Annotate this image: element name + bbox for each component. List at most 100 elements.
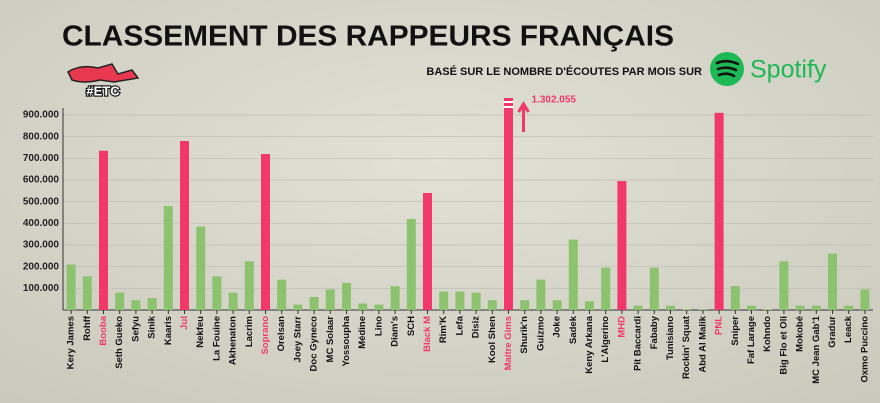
bar bbox=[423, 193, 432, 310]
bar bbox=[277, 279, 287, 310]
bar bbox=[163, 206, 173, 310]
x-tick-label: Kool Shen bbox=[487, 316, 498, 363]
x-tick-label: MC Jean Gab'1 bbox=[811, 315, 822, 383]
y-tick-label: 800.000 bbox=[23, 131, 60, 142]
bar bbox=[617, 181, 627, 310]
y-tick-label: 100.000 bbox=[23, 283, 60, 294]
x-tick-label: Médine bbox=[357, 316, 368, 349]
x-tick-label: Sadek bbox=[568, 315, 579, 344]
bar bbox=[666, 305, 675, 310]
bar bbox=[115, 292, 125, 310]
bar bbox=[66, 264, 76, 310]
platform-name: Spotify bbox=[750, 56, 827, 84]
bar bbox=[471, 292, 481, 310]
bar bbox=[828, 253, 837, 310]
bar bbox=[131, 300, 141, 310]
bar bbox=[99, 150, 108, 310]
bar bbox=[358, 303, 368, 310]
x-tick-label: Soprano bbox=[260, 316, 271, 355]
x-tick-label: Black M bbox=[422, 316, 433, 352]
x-tick-label: Sefyu bbox=[130, 316, 141, 342]
x-tick-label: Big Flo et Oli bbox=[778, 316, 789, 375]
x-tick-label: Mokobé bbox=[795, 316, 806, 352]
bar bbox=[844, 305, 854, 310]
x-tick-label: Rim'K bbox=[438, 316, 449, 343]
y-tick-label: 600.000 bbox=[23, 175, 60, 186]
bar bbox=[342, 282, 351, 310]
bar bbox=[487, 300, 497, 310]
x-tick-label: Doc Gyneco bbox=[309, 316, 320, 372]
x-tick-label: Abd Al Malik bbox=[697, 315, 708, 372]
bar bbox=[714, 112, 724, 310]
bar bbox=[244, 261, 254, 310]
bar bbox=[811, 305, 821, 310]
x-tick-label: L'Algerino bbox=[600, 316, 611, 363]
x-tick-label: Kery James bbox=[66, 316, 77, 369]
x-tick-label: Oxmo Puccino bbox=[859, 316, 870, 383]
y-tick-label: 900.000 bbox=[23, 110, 60, 121]
bars bbox=[66, 98, 870, 310]
break-mark bbox=[503, 106, 514, 108]
bar bbox=[795, 305, 805, 310]
brand-logo: #ETC bbox=[67, 63, 140, 100]
bar bbox=[682, 309, 692, 310]
bar bbox=[196, 226, 206, 310]
x-tick-label: Kohndo bbox=[762, 316, 773, 352]
bar bbox=[633, 305, 643, 310]
x-tick-label: Yossoupha bbox=[341, 315, 352, 366]
bar bbox=[455, 291, 465, 310]
bar bbox=[779, 261, 789, 310]
bar bbox=[520, 300, 530, 310]
x-tick-label: Faf Larage bbox=[746, 316, 757, 364]
bar bbox=[439, 291, 449, 310]
x-tick-label: SCH bbox=[406, 316, 417, 336]
x-tick-label: Rohff bbox=[82, 315, 93, 341]
x-tick-label: Lino bbox=[373, 316, 384, 336]
x-tick-label: MHD bbox=[616, 316, 627, 338]
bar bbox=[228, 292, 238, 310]
y-tick-label: 500.000 bbox=[23, 196, 60, 207]
bar bbox=[325, 289, 335, 310]
x-tick-label: MC Solaar bbox=[325, 316, 336, 363]
bar bbox=[374, 304, 384, 310]
x-tick-label: La Fouine bbox=[211, 316, 222, 361]
bar bbox=[536, 279, 546, 310]
x-tick-label: Orelsan bbox=[276, 316, 287, 352]
x-tick-label: Akhenaton bbox=[228, 316, 239, 365]
bar bbox=[860, 289, 870, 310]
x-tick-label: Jul bbox=[179, 316, 190, 330]
x-tick-label: Rockin' Squat bbox=[681, 315, 692, 379]
bar bbox=[730, 286, 740, 310]
y-tick-label: 400.000 bbox=[23, 218, 60, 229]
bar bbox=[601, 267, 611, 310]
x-tick-label: Disiz bbox=[471, 316, 482, 338]
arrow bbox=[517, 101, 530, 132]
x-tick-label: Nekfeu bbox=[195, 316, 206, 348]
break-mark bbox=[503, 101, 514, 103]
x-tick-label: Shurik'n bbox=[519, 316, 530, 354]
x-tick-label: Lefa bbox=[454, 315, 465, 335]
bar bbox=[147, 298, 157, 310]
bar bbox=[649, 267, 659, 310]
value-label: 1.302.055 bbox=[532, 95, 577, 106]
spotify-logo: Spotify bbox=[710, 52, 827, 86]
bar bbox=[698, 309, 708, 310]
x-tick-label: Keny Arkana bbox=[584, 315, 595, 373]
bar bbox=[293, 304, 303, 310]
bar bbox=[585, 301, 594, 310]
x-tick-label: Lacrim bbox=[244, 316, 255, 347]
bar bbox=[763, 309, 773, 310]
bar bbox=[552, 300, 562, 310]
x-tick-label: Sinik bbox=[147, 315, 158, 338]
x-tick-label: Sniper bbox=[730, 316, 741, 346]
x-tick-label: Leack bbox=[843, 315, 854, 343]
x-tick-label: Gradur bbox=[827, 316, 838, 348]
bar bbox=[261, 154, 270, 310]
bar bbox=[568, 239, 578, 310]
x-tick-label: PNL bbox=[714, 316, 725, 335]
x-tick-label: Kaaris bbox=[163, 316, 174, 345]
bar bbox=[390, 286, 400, 310]
subtitle: BASÉ SUR LE NOMBRE D'ÉCOUTES PAR MOIS SU… bbox=[426, 65, 702, 78]
x-tick-label: Maitre Gims bbox=[503, 316, 514, 370]
